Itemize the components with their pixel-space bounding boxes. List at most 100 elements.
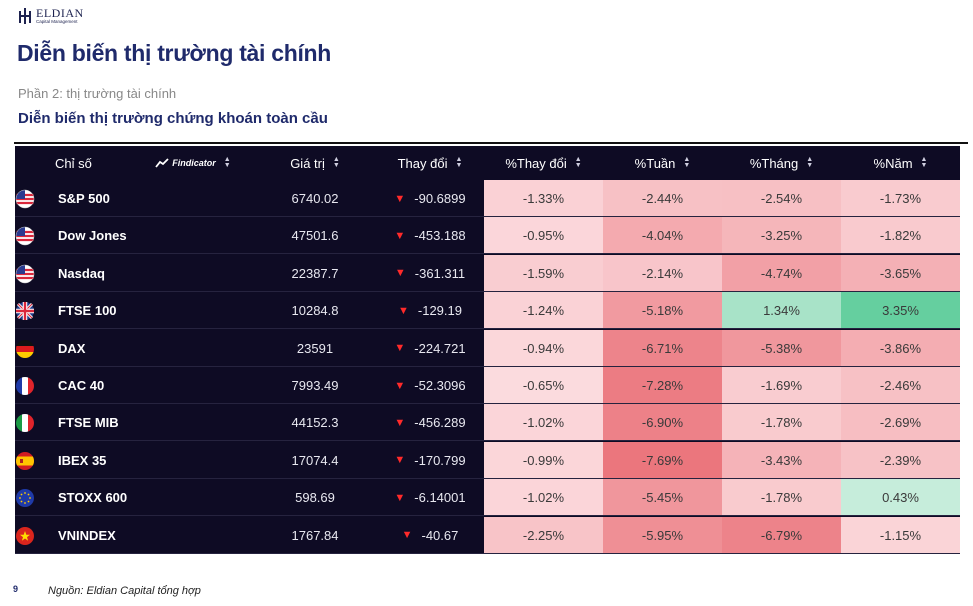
header-pct-change[interactable]: %Thay đổi ▲ ▼ bbox=[505, 155, 582, 171]
sort-icon[interactable]: ▲ ▼ bbox=[806, 156, 814, 169]
index-change: ▼ -453.188 bbox=[394, 228, 466, 244]
sort-icon[interactable]: ▲ ▼ bbox=[683, 156, 691, 169]
header-month[interactable]: %Tháng ▲ ▼ bbox=[749, 155, 814, 171]
sort-icon[interactable]: ▲ ▼ bbox=[920, 156, 928, 169]
row-divider bbox=[15, 440, 960, 442]
sort-icon[interactable]: ▲ ▼ bbox=[332, 156, 340, 169]
index-name: STOXX 600 bbox=[58, 490, 128, 506]
cell-pct: -1.02% bbox=[484, 479, 603, 517]
section-title: Diễn biến thị trường chứng khoán toàn cầ… bbox=[18, 110, 328, 127]
header-findicator[interactable]: Findicator ▲ ▼ bbox=[143, 146, 243, 180]
header-week[interactable]: %Tuần ▲ ▼ bbox=[634, 155, 691, 171]
cell-week: -6.71% bbox=[603, 329, 722, 367]
table-row[interactable]: FTSE MIB 44152.3 ▼ -456.289 -1.02% -6.90% -1.7… bbox=[15, 404, 960, 442]
cell-month: -4.74% bbox=[722, 254, 841, 292]
index-name: CAC 40 bbox=[58, 378, 105, 393]
cell-month: -3.43% bbox=[722, 441, 841, 479]
cell-week: -5.45% bbox=[603, 479, 722, 517]
sort-icon[interactable]: ▲ ▼ bbox=[455, 156, 463, 169]
cell-year: 3.35% bbox=[841, 292, 960, 330]
cell-year: -3.86% bbox=[841, 329, 960, 367]
table-row[interactable]: IBEX 35 17074.4 ▼ -170.799 -0.99% -7.69% -3.43… bbox=[15, 441, 960, 479]
flag-fr-icon bbox=[16, 377, 34, 395]
index-value: 44152.3 bbox=[291, 415, 339, 431]
header-value[interactable]: Giá trị ▲ ▼ bbox=[290, 155, 340, 171]
index-change: ▼ -40.67 bbox=[401, 527, 459, 543]
table-row[interactable]: Nasdaq 22387.7 ▼ -361.311 -1.59% -2.14% -4.74%… bbox=[15, 254, 960, 292]
row-divider bbox=[15, 515, 960, 517]
down-arrow-icon: ▼ bbox=[394, 192, 406, 205]
flag-us-icon bbox=[15, 264, 35, 284]
index-change: ▼ -224.721 bbox=[394, 340, 466, 356]
index-value: 10284.8 bbox=[291, 303, 339, 319]
cell-pct: -1.33% bbox=[484, 180, 603, 217]
down-arrow-icon: ▼ bbox=[401, 529, 413, 542]
table-row[interactable]: S&P 500 6740.02 ▼ -90.6899 -1.33% -2.44% -2.54… bbox=[15, 180, 960, 217]
cell-year: -2.39% bbox=[841, 441, 960, 479]
cell-year: -2.46% bbox=[841, 367, 960, 404]
cell-pct: -1.59% bbox=[484, 254, 603, 292]
table-row[interactable]: FTSE 100 10284.8 ▼ -129.19 -1.24% -5.18% 1.34%… bbox=[15, 292, 960, 330]
down-arrow-icon: ▼ bbox=[394, 416, 406, 429]
index-value: 598.69 bbox=[295, 490, 335, 506]
index-value: 17074.4 bbox=[291, 452, 339, 468]
cell-month: 1.34% bbox=[722, 292, 841, 330]
row-divider bbox=[15, 477, 960, 479]
table-row[interactable]: Dow Jones 47501.6 ▼ -453.188 -0.95% -4.04% -3.… bbox=[15, 217, 960, 255]
page-number: 9 bbox=[13, 584, 19, 594]
table-row[interactable]: DAX 23591 ▼ -224.721 -0.94% -6.71% -5.38% -3.86… bbox=[15, 329, 960, 367]
index-change: ▼ -52.3096 bbox=[394, 378, 466, 393]
down-arrow-icon: ▼ bbox=[394, 267, 406, 280]
down-arrow-icon: ▼ bbox=[394, 342, 406, 355]
header-change[interactable]: Thay đổi ▲ ▼ bbox=[397, 155, 463, 171]
sort-icon[interactable]: ▲ ▼ bbox=[223, 156, 231, 169]
cell-year: -3.65% bbox=[841, 254, 960, 292]
cell-pct: -0.99% bbox=[484, 441, 603, 479]
cell-month: -5.38% bbox=[722, 329, 841, 367]
down-arrow-icon: ▼ bbox=[394, 379, 406, 392]
cell-pct: -0.95% bbox=[484, 217, 603, 255]
eldian-logo-icon bbox=[19, 7, 31, 24]
flag-es-icon bbox=[16, 451, 34, 470]
flag-us-icon bbox=[15, 227, 35, 246]
row-divider bbox=[15, 552, 960, 554]
index-change: ▼ -90.6899 bbox=[394, 191, 466, 206]
table-row[interactable]: STOXX 600 598.69 ▼ -6.14001 -1.02% -5.45% -1.7… bbox=[15, 479, 960, 517]
row-divider bbox=[15, 290, 960, 292]
cell-month: -1.69% bbox=[722, 367, 841, 404]
header-year[interactable]: %Năm ▲ ▼ bbox=[873, 155, 928, 171]
cell-pct: -0.94% bbox=[484, 329, 603, 367]
cell-year: -2.69% bbox=[841, 404, 960, 442]
index-name: IBEX 35 bbox=[58, 452, 107, 468]
flag-de-icon bbox=[16, 339, 34, 358]
cell-pct: -1.24% bbox=[484, 292, 603, 330]
cell-month: -6.79% bbox=[722, 516, 841, 554]
row-divider bbox=[15, 365, 960, 367]
down-arrow-icon: ▼ bbox=[394, 454, 406, 467]
index-value: 23591 bbox=[296, 340, 334, 356]
table-row[interactable]: VNINDEX 1767.84 ▼ -40.67 -2.25% -5.95% -6.79% -… bbox=[15, 516, 960, 554]
index-value: 22387.7 bbox=[291, 265, 339, 281]
index-value: 6740.02 bbox=[291, 191, 339, 206]
down-arrow-icon: ▼ bbox=[398, 304, 409, 317]
cell-month: -1.78% bbox=[722, 479, 841, 517]
cell-month: -2.54% bbox=[722, 180, 841, 217]
down-arrow-icon: ▼ bbox=[394, 491, 406, 504]
logo-name: ELDIAN bbox=[36, 6, 84, 20]
table-row[interactable]: CAC 40 7993.49 ▼ -52.3096 -0.65% -7.28% -1.69%… bbox=[15, 367, 960, 404]
index-value: 7993.49 bbox=[291, 378, 339, 393]
findicator-brand: Findicator bbox=[172, 158, 216, 168]
cell-month: -1.78% bbox=[722, 404, 841, 442]
index-name: FTSE 100 bbox=[58, 303, 117, 319]
down-arrow-icon: ▼ bbox=[394, 229, 406, 242]
cell-year: -1.73% bbox=[841, 180, 960, 217]
flag-it-icon bbox=[16, 414, 34, 433]
cell-week: -6.90% bbox=[603, 404, 722, 442]
cell-year: 0.43% bbox=[841, 479, 960, 517]
index-name: S&P 500 bbox=[58, 191, 110, 206]
brand-logo: ELDIAN Capital Management bbox=[18, 7, 84, 25]
row-divider bbox=[15, 403, 960, 404]
header-name: Chỉ số bbox=[55, 155, 92, 171]
sort-icon[interactable]: ▲ ▼ bbox=[574, 156, 582, 169]
logo-subtitle: Capital Management bbox=[36, 19, 78, 24]
